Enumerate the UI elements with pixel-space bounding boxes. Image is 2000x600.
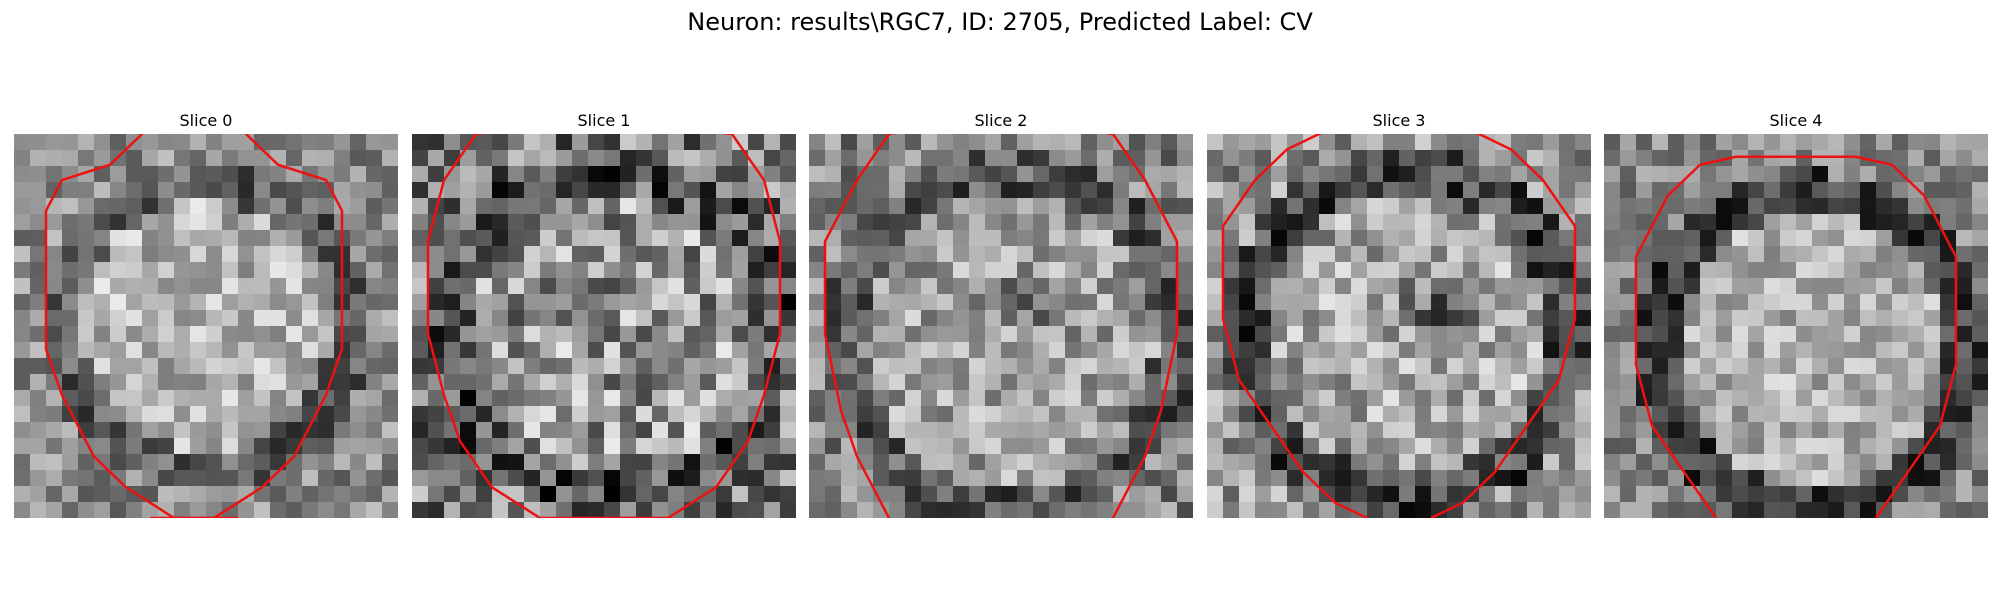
pixel-grid — [14, 134, 398, 518]
pixel-grid — [412, 134, 796, 518]
slice-title-2: Slice 2 — [809, 108, 1193, 134]
slice-title-4: Slice 4 — [1604, 108, 1988, 134]
pixel-grid — [809, 134, 1193, 518]
slice-panel-0: Slice 0 — [14, 108, 398, 518]
pixel-grid — [1604, 134, 1988, 518]
pixel-grid — [1207, 134, 1591, 518]
slice-image-2 — [809, 134, 1193, 518]
slice-image-1 — [412, 134, 796, 518]
slice-title-3: Slice 3 — [1207, 108, 1591, 134]
slice-panel-2: Slice 2 — [809, 108, 1193, 518]
slice-image-0 — [14, 134, 398, 518]
slice-image-3 — [1207, 134, 1591, 518]
figure-title: Neuron: results\RGC7, ID: 2705, Predicte… — [0, 8, 2000, 36]
slice-title-1: Slice 1 — [412, 108, 796, 134]
slice-panel-4: Slice 4 — [1604, 108, 1988, 518]
slice-image-4 — [1604, 134, 1988, 518]
slice-title-0: Slice 0 — [14, 108, 398, 134]
slice-panel-3: Slice 3 — [1207, 108, 1591, 518]
slice-panel-1: Slice 1 — [412, 108, 796, 518]
